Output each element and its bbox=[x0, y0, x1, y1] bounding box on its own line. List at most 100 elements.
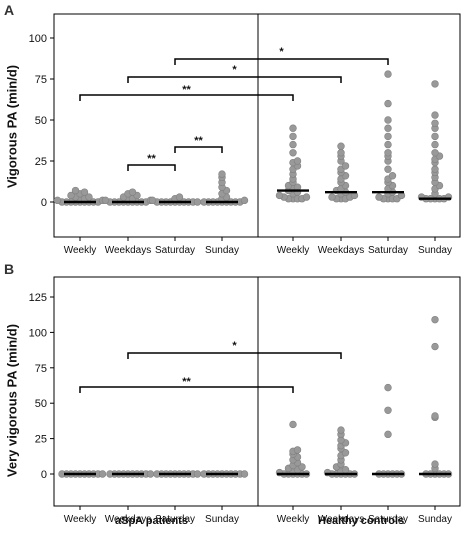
significance-bracket bbox=[127, 164, 176, 171]
data-point bbox=[289, 124, 297, 132]
y-tick-label: 75 bbox=[35, 363, 47, 375]
data-point bbox=[98, 470, 107, 478]
data-point bbox=[431, 149, 439, 157]
y-tick-label: 100 bbox=[29, 327, 47, 339]
x-tick-label: Saturday bbox=[368, 514, 408, 525]
data-point bbox=[384, 383, 392, 392]
data-point bbox=[175, 193, 184, 201]
significance-label: ** bbox=[147, 153, 156, 165]
x-tick-label: Weekly bbox=[64, 245, 97, 256]
x-tick-label: Saturday bbox=[368, 245, 408, 256]
x-tick-label: Sunday bbox=[418, 245, 452, 256]
data-point bbox=[431, 80, 439, 88]
data-point bbox=[337, 426, 345, 434]
data-point bbox=[375, 193, 383, 201]
data-point bbox=[384, 116, 392, 124]
data-point bbox=[293, 446, 302, 454]
data-point bbox=[431, 460, 439, 468]
significance-bracket bbox=[79, 94, 294, 101]
significance-label: ** bbox=[182, 84, 191, 96]
data-point bbox=[384, 406, 392, 414]
data-point bbox=[289, 140, 297, 149]
data-point bbox=[240, 470, 249, 478]
x-tick-label: Saturday bbox=[155, 514, 195, 525]
group-label-controls: Healthy controls bbox=[318, 515, 405, 527]
data-point bbox=[337, 149, 345, 157]
data-point bbox=[337, 142, 345, 150]
data-point bbox=[302, 193, 311, 201]
data-point bbox=[431, 111, 439, 119]
data-point bbox=[101, 196, 110, 205]
x-tick-label: Weekdays bbox=[105, 245, 152, 256]
panel-b-label: B bbox=[4, 261, 15, 277]
data-point bbox=[431, 140, 439, 149]
data-point bbox=[275, 191, 284, 200]
x-tick-label: Weekdays bbox=[318, 514, 365, 525]
data-point bbox=[193, 470, 202, 478]
data-point bbox=[384, 430, 392, 439]
data-point bbox=[80, 188, 89, 196]
data-point bbox=[431, 412, 439, 420]
significance-label: * bbox=[232, 64, 237, 76]
x-tick-label: Sunday bbox=[205, 245, 239, 256]
data-point bbox=[328, 193, 336, 201]
data-point bbox=[85, 193, 93, 201]
data-point bbox=[293, 157, 302, 165]
x-tick-label: Weekdays bbox=[318, 245, 365, 256]
y-tick-label: 125 bbox=[29, 292, 47, 304]
data-point bbox=[384, 124, 392, 132]
data-point bbox=[193, 198, 202, 206]
data-point bbox=[388, 172, 397, 180]
data-point bbox=[289, 149, 297, 157]
significance-bracket bbox=[174, 146, 223, 153]
panel-frame bbox=[53, 276, 461, 507]
y-tick-label: 25 bbox=[35, 434, 47, 446]
data-point bbox=[384, 132, 392, 141]
panel-a-label: A bbox=[4, 2, 15, 18]
data-point bbox=[289, 420, 297, 429]
x-tick-label: Weekly bbox=[64, 514, 97, 525]
data-point bbox=[431, 315, 439, 324]
significance-bracket bbox=[127, 76, 342, 83]
significance-label: ** bbox=[194, 135, 203, 147]
significance-bracket bbox=[127, 352, 342, 359]
panel-frame bbox=[53, 13, 461, 238]
x-tick-label: Sunday bbox=[418, 514, 452, 525]
significance-label: * bbox=[279, 46, 284, 58]
y-tick-label: 100 bbox=[29, 33, 47, 45]
group-label-patients: aSpA patients bbox=[115, 515, 188, 527]
significance-label: ** bbox=[182, 376, 191, 388]
data-point bbox=[431, 342, 439, 351]
data-point bbox=[431, 119, 439, 127]
data-point bbox=[148, 196, 157, 205]
data-point bbox=[240, 196, 249, 205]
data-point bbox=[431, 132, 439, 141]
data-point bbox=[431, 165, 439, 173]
x-tick-label: Weekly bbox=[277, 245, 310, 256]
y-tick-label: 50 bbox=[35, 398, 47, 410]
significance-label: * bbox=[232, 340, 237, 352]
data-point bbox=[384, 165, 392, 173]
data-point bbox=[67, 191, 75, 200]
data-point bbox=[384, 99, 392, 108]
data-point bbox=[218, 170, 226, 178]
y-tick-label: 25 bbox=[35, 156, 47, 168]
x-tick-label: Weekdays bbox=[105, 514, 152, 525]
data-point bbox=[298, 463, 306, 471]
x-tick-label: Sunday bbox=[205, 514, 239, 525]
data-point bbox=[128, 188, 137, 196]
data-point bbox=[341, 466, 350, 474]
y-tick-label: 75 bbox=[35, 74, 47, 86]
data-point bbox=[384, 70, 392, 78]
x-tick-label: Saturday bbox=[155, 245, 195, 256]
significance-bracket bbox=[174, 58, 389, 65]
data-point bbox=[384, 140, 392, 149]
x-tick-label: Weekly bbox=[277, 514, 310, 525]
data-point bbox=[384, 149, 392, 157]
y-tick-label: 50 bbox=[35, 115, 47, 127]
data-point bbox=[53, 196, 62, 205]
data-point bbox=[289, 132, 297, 141]
data-point bbox=[71, 186, 80, 195]
data-point bbox=[341, 162, 350, 170]
